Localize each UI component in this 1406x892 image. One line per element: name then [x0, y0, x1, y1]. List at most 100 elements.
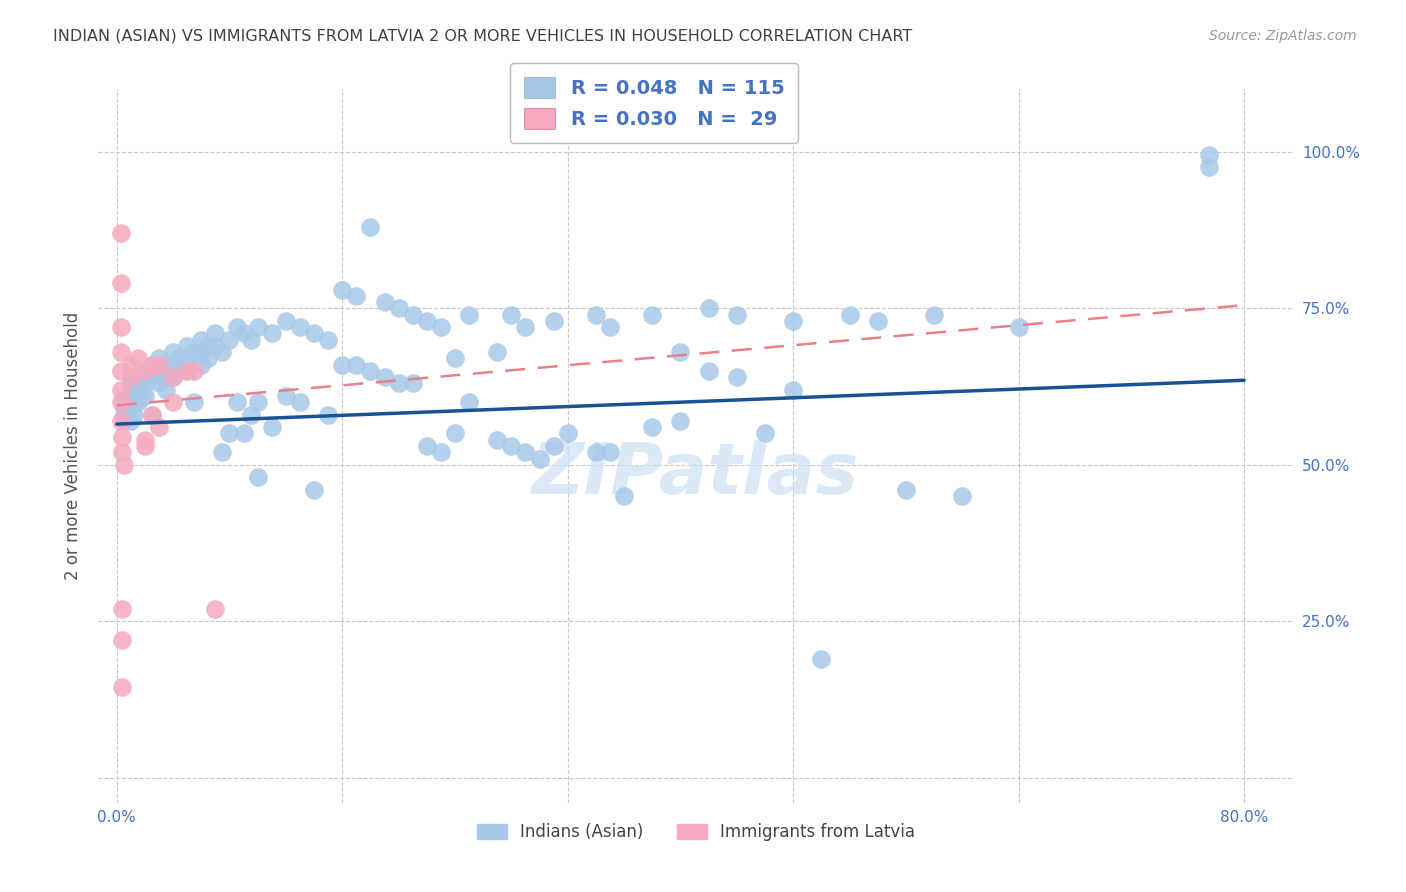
Point [316, 408, 339, 422]
Point [111, 633, 134, 648]
Text: ZIPatlas: ZIPatlas [533, 440, 859, 509]
Point [211, 345, 233, 359]
Point [110, 383, 132, 397]
Point [458, 308, 481, 322]
Point [246, 470, 269, 484]
Point [810, 652, 832, 666]
Point [162, 370, 184, 384]
Point [117, 401, 139, 416]
Point [373, 295, 395, 310]
Point [134, 364, 156, 378]
Point [122, 408, 145, 422]
Point [260, 326, 283, 341]
Point [190, 345, 212, 359]
Point [131, 389, 153, 403]
Point [190, 333, 212, 347]
Point [330, 283, 353, 297]
Point [110, 364, 132, 378]
Point [141, 358, 163, 372]
Point [402, 308, 425, 322]
Point [782, 383, 804, 397]
Point [543, 439, 565, 453]
Point [388, 301, 411, 316]
Point [120, 376, 142, 391]
Point [111, 680, 134, 694]
Point [613, 489, 636, 503]
Point [529, 451, 551, 466]
Point [444, 426, 467, 441]
Point [204, 326, 226, 341]
Point [641, 308, 664, 322]
Point [669, 414, 692, 428]
Point [585, 445, 607, 459]
Point [112, 408, 135, 422]
Point [1198, 148, 1220, 162]
Point [204, 601, 226, 615]
Point [117, 395, 139, 409]
Point [641, 420, 664, 434]
Point [501, 308, 523, 322]
Point [155, 358, 177, 372]
Point [117, 408, 139, 422]
Point [344, 289, 367, 303]
Point [302, 326, 325, 341]
Point [260, 420, 283, 434]
Point [697, 364, 720, 378]
Point [599, 445, 621, 459]
Point [148, 420, 170, 434]
Point [190, 358, 212, 372]
Point [141, 408, 163, 422]
Point [155, 370, 177, 384]
Point [697, 301, 720, 316]
Point [162, 345, 184, 359]
Point [344, 358, 367, 372]
Point [120, 389, 142, 403]
Point [416, 314, 439, 328]
Point [1198, 161, 1220, 175]
Point [148, 376, 170, 391]
Point [288, 320, 311, 334]
Point [120, 414, 142, 428]
Point [148, 351, 170, 366]
Text: Source: ZipAtlas.com: Source: ZipAtlas.com [1209, 29, 1357, 43]
Point [232, 426, 254, 441]
Point [110, 414, 132, 428]
Point [127, 395, 149, 409]
Point [274, 314, 297, 328]
Point [725, 308, 748, 322]
Point [402, 376, 425, 391]
Point [183, 345, 205, 359]
Point [232, 326, 254, 341]
Point [134, 364, 156, 378]
Point [430, 445, 453, 459]
Point [183, 364, 205, 378]
Point [176, 364, 198, 378]
Point [111, 445, 134, 459]
Point [134, 376, 156, 391]
Point [274, 389, 297, 403]
Point [148, 358, 170, 372]
Point [127, 383, 149, 397]
Point [585, 308, 607, 322]
Point [120, 401, 142, 416]
Point [950, 489, 973, 503]
Point [359, 364, 381, 378]
Point [486, 433, 509, 447]
Point [725, 370, 748, 384]
Point [359, 219, 381, 234]
Point [127, 351, 149, 366]
Point [176, 339, 198, 353]
Point [866, 314, 889, 328]
Point [162, 370, 184, 384]
Point [225, 395, 247, 409]
Point [1008, 320, 1031, 334]
Point [246, 320, 269, 334]
Point [169, 364, 191, 378]
Point [111, 601, 134, 615]
Point [330, 358, 353, 372]
Point [458, 395, 481, 409]
Point [218, 426, 240, 441]
Point [754, 426, 776, 441]
Point [197, 339, 219, 353]
Point [239, 408, 262, 422]
